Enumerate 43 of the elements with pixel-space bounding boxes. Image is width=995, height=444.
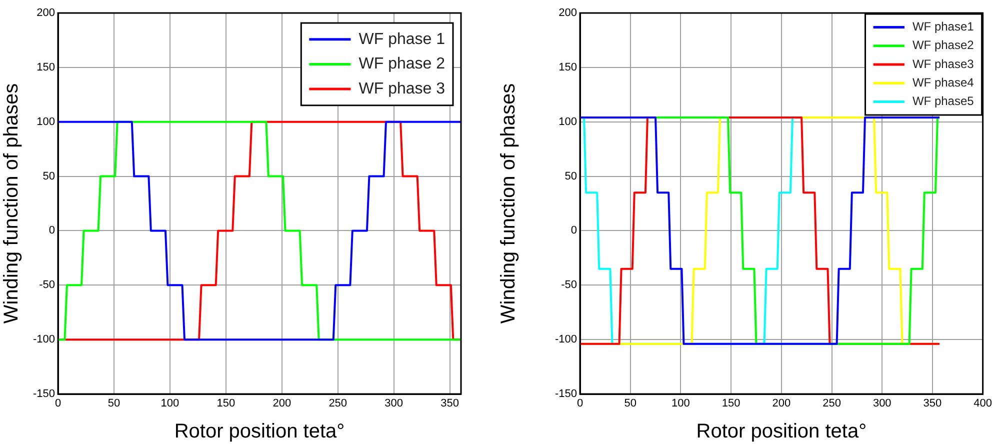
legend-label: WF phase4 bbox=[912, 75, 974, 90]
x-tick-label: 200 bbox=[272, 398, 292, 410]
y-tick-label: 50 bbox=[42, 170, 55, 182]
y-tick-label: 200 bbox=[558, 7, 577, 20]
x-tick-label: 400 bbox=[974, 398, 992, 410]
y-tick-label: -50 bbox=[561, 279, 577, 292]
y-tick-label: -100 bbox=[32, 334, 55, 346]
x-tick-label: 350 bbox=[440, 398, 459, 410]
y-tick-label: 200 bbox=[36, 7, 55, 20]
x-tick-label: 250 bbox=[822, 398, 841, 410]
legend-label: WF phase2 bbox=[912, 38, 974, 52]
x-tick-label: 150 bbox=[722, 398, 740, 410]
legend-label: WF phase1 bbox=[912, 20, 974, 34]
y-tick-label: -50 bbox=[39, 279, 55, 292]
x-axis-title: Rotor position teta° bbox=[696, 420, 867, 443]
x-tick-label: 100 bbox=[160, 398, 180, 410]
y-tick-label: 100 bbox=[36, 116, 55, 128]
x-tick-label: 300 bbox=[384, 398, 404, 410]
y-tick-label: -150 bbox=[32, 388, 55, 400]
y-tick-label: -100 bbox=[554, 334, 577, 346]
x-tick-label: 350 bbox=[923, 398, 942, 410]
x-tick-label: 250 bbox=[328, 398, 348, 410]
y-tick-label: -150 bbox=[554, 388, 577, 400]
y-tick-label: 50 bbox=[564, 170, 577, 182]
x-tick-label: 150 bbox=[216, 398, 236, 410]
y-axis-title: Winding function of phases bbox=[498, 83, 520, 324]
y-axis-title: Winding function of phases bbox=[0, 83, 23, 324]
x-tick-label: 50 bbox=[108, 398, 120, 410]
x-tick-label: 50 bbox=[624, 398, 636, 410]
x-tick-label: 100 bbox=[672, 398, 690, 410]
legend-label: WF phase3 bbox=[912, 56, 974, 71]
y-tick-label: 0 bbox=[570, 224, 577, 237]
y-tick-label: 150 bbox=[558, 61, 577, 74]
y-tick-label: 0 bbox=[48, 224, 55, 237]
legend-label: WF phase 1 bbox=[358, 30, 446, 48]
legend-label: WF phase5 bbox=[912, 94, 974, 108]
legend-label: WF phase 2 bbox=[358, 56, 446, 73]
x-tick-label: 200 bbox=[772, 398, 791, 410]
legend-label: WF phase 3 bbox=[358, 80, 446, 98]
y-tick-label: 100 bbox=[558, 116, 577, 128]
y-tick-label: 150 bbox=[36, 61, 55, 74]
x-axis-title: Rotor position teta° bbox=[174, 420, 345, 443]
x-tick-label: 300 bbox=[872, 398, 892, 410]
